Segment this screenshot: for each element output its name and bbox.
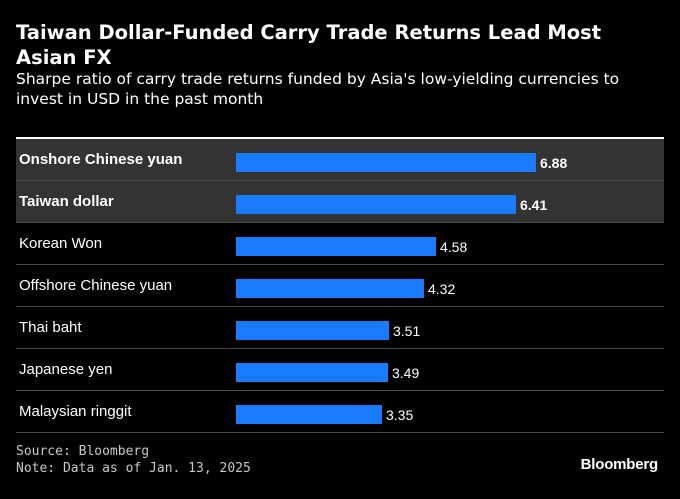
row-divider [16, 390, 664, 391]
bar [236, 321, 389, 340]
bloomberg-logo: Bloomberg [580, 456, 659, 473]
category-label: Malaysian ringgit [19, 403, 132, 420]
category-label: Offshore Chinese yuan [19, 277, 173, 294]
category-label: Korean Won [19, 235, 103, 252]
bar-row: Taiwan dollar 6.41 [16, 181, 664, 223]
category-label: Thai baht [19, 319, 82, 336]
value-label: 3.51 [393, 323, 421, 339]
value-label: 4.58 [440, 239, 468, 255]
chart-subtitle: Sharpe ratio of carry trade returns fund… [16, 70, 620, 108]
bar [236, 153, 536, 172]
row-divider [16, 180, 664, 181]
bar-chart: Onshore Chinese yuan 6.88 Taiwan dollar 6.4… [16, 137, 664, 433]
row-divider [16, 432, 664, 433]
value-label: 4.32 [428, 281, 456, 297]
bar-row: Onshore Chinese yuan 6.88 [16, 139, 664, 181]
bar [236, 195, 516, 214]
row-divider [16, 306, 664, 307]
value-label: 6.88 [540, 155, 568, 171]
value-label: 6.41 [520, 197, 548, 213]
category-label: Japanese yen [19, 361, 113, 378]
source-notes: Source: Bloomberg Note: Data as of Jan. … [16, 443, 251, 477]
row-divider [16, 348, 664, 349]
bar [236, 237, 436, 256]
source-line: Source: Bloomberg [16, 444, 150, 459]
bar-row: Japanese yen 3.49 [16, 349, 664, 391]
chart-title: Taiwan Dollar-Funded Carry Trade Returns… [16, 21, 602, 69]
bar [236, 405, 382, 424]
bar-row: Korean Won 4.58 [16, 223, 664, 265]
value-label: 3.49 [392, 365, 420, 381]
category-label: Taiwan dollar [19, 193, 114, 210]
bar-row: Thai baht 3.51 [16, 307, 664, 349]
bar-row: Offshore Chinese yuan 4.32 [16, 265, 664, 307]
bar [236, 363, 388, 382]
row-divider [16, 264, 664, 265]
bar-row: Malaysian ringgit 3.35 [16, 391, 664, 433]
note-line: Note: Data as of Jan. 13, 2025 [16, 461, 251, 476]
bar [236, 279, 424, 298]
value-label: 3.35 [386, 407, 414, 423]
row-divider [16, 222, 664, 223]
chart-top-rule [16, 137, 664, 139]
category-label: Onshore Chinese yuan [19, 151, 183, 168]
